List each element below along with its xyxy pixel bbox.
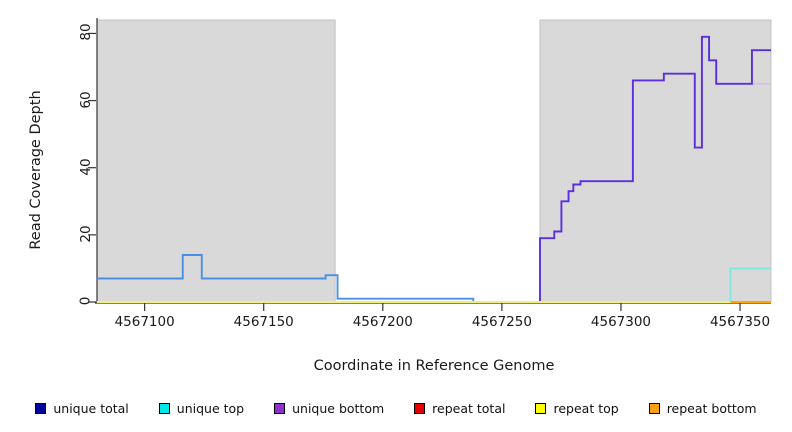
legend-entry[interactable]: unique total	[35, 400, 129, 416]
y-tick-label: 60	[78, 90, 94, 109]
legend-label: repeat total	[432, 400, 506, 416]
shaded-region	[96, 19, 336, 303]
legend-label: unique total	[53, 400, 129, 416]
x-tick-label: 4567200	[352, 314, 413, 330]
legend-label: unique top	[176, 400, 245, 416]
legend-entry[interactable]: repeat total	[414, 401, 505, 416]
y-tick-label: 40	[78, 158, 94, 176]
legend-entry[interactable]: unique top	[158, 400, 245, 416]
x-axis-title: Coordinate in Reference Genome	[313, 358, 555, 374]
series-line-unique-total	[97, 254, 771, 303]
legend-swatch-icon	[158, 402, 170, 414]
chart-legend: unique total unique top unique bottom repea…	[0, 396, 792, 420]
x-tick-label: 4567100	[114, 314, 175, 330]
y-tick-label: 20	[78, 225, 94, 243]
legend-label: repeat bottom	[666, 400, 757, 416]
series-line-unique-bottom	[97, 35, 771, 303]
shaded-region	[539, 19, 772, 303]
y-tick-label: 80	[78, 23, 94, 42]
legend-label: repeat top	[553, 400, 619, 416]
legend-swatch-icon	[648, 402, 660, 414]
x-tick-label: 4567350	[709, 314, 771, 330]
x-tick-label: 4567150	[233, 314, 294, 330]
legend-swatch-icon	[274, 402, 286, 414]
legend-swatch-icon	[35, 402, 47, 414]
x-tick-label: 4567250	[471, 314, 532, 330]
legend-entry[interactable]: repeat bottom	[648, 400, 757, 416]
y-tick-label: 0	[78, 296, 94, 306]
legend-swatch-icon	[535, 402, 547, 414]
legend-entry[interactable]: repeat top	[535, 400, 619, 416]
legend-label: unique bottom	[292, 400, 385, 416]
x-tick-label: 4567300	[590, 314, 652, 330]
legend-swatch-icon	[414, 402, 426, 414]
legend-entry[interactable]: unique bottom	[274, 401, 384, 416]
